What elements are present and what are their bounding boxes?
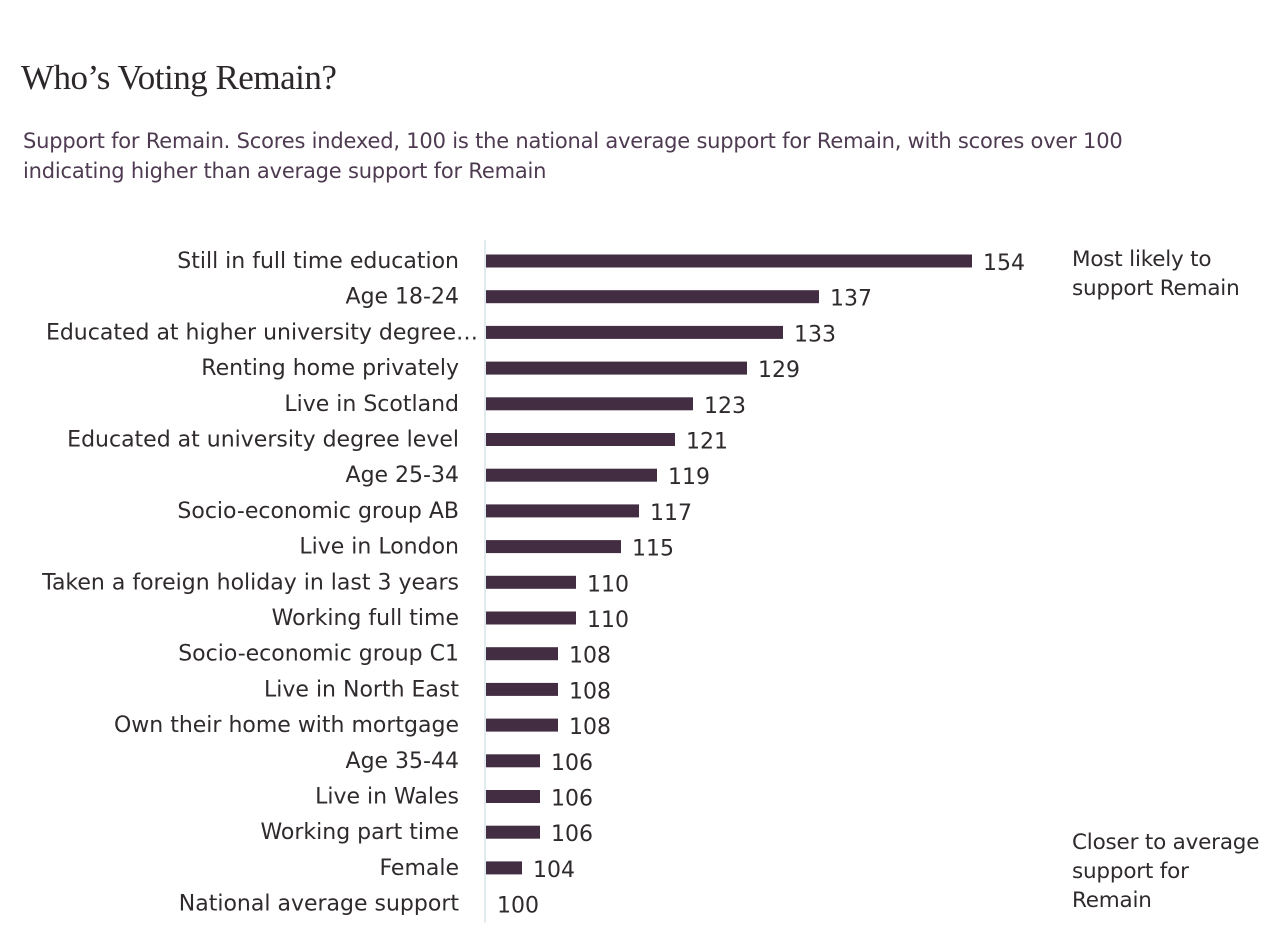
value-label: 121 — [686, 430, 728, 455]
value-label: 106 — [551, 751, 593, 776]
value-label: 100 — [497, 894, 539, 919]
chart-title: Who’s Voting Remain? — [21, 58, 337, 97]
bar — [486, 647, 558, 661]
value-label: 119 — [668, 465, 710, 490]
category-label: Still in full time education — [177, 249, 459, 274]
note-most-likely: Most likely to support Remain — [1072, 247, 1240, 301]
bar — [486, 575, 576, 589]
bar — [486, 718, 558, 732]
category-label: Own their home with mortgage — [114, 713, 459, 738]
value-label: 108 — [569, 715, 611, 740]
value-label: 123 — [704, 394, 746, 419]
value-label: 117 — [650, 501, 692, 526]
category-label: Renting home privately — [201, 356, 459, 381]
category-label: Taken a foreign holiday in last 3 years — [41, 570, 459, 595]
category-label: Socio-economic group AB — [177, 499, 459, 524]
category-label: Working part time — [260, 820, 459, 845]
bar — [486, 290, 819, 304]
bar — [486, 540, 621, 554]
value-label: 137 — [830, 287, 872, 312]
value-label: 110 — [587, 608, 629, 633]
bar — [486, 861, 522, 875]
value-label: 108 — [569, 679, 611, 704]
value-label: 133 — [794, 322, 836, 347]
bar — [486, 361, 747, 375]
bar — [486, 504, 639, 518]
bar — [486, 611, 576, 625]
category-label: Live in Wales — [315, 785, 459, 810]
bar — [486, 468, 657, 482]
value-label: 104 — [533, 858, 575, 883]
bar — [486, 790, 540, 803]
category-label: Live in London — [299, 535, 459, 560]
value-label: 115 — [632, 537, 674, 562]
category-label: Socio-economic group C1 — [178, 642, 459, 667]
bar — [486, 825, 540, 839]
bar — [486, 254, 972, 268]
bar — [486, 325, 783, 339]
category-label: Educated at higher university degree… — [46, 320, 478, 345]
value-label: 129 — [758, 358, 800, 383]
category-label: Live in North East — [264, 677, 459, 702]
value-label: 106 — [551, 787, 593, 812]
value-label: 110 — [587, 572, 629, 597]
value-label: 154 — [983, 251, 1025, 276]
note-closer-to-average: Closer to average support for Remain — [1072, 830, 1260, 913]
category-label: Working full time — [272, 606, 459, 631]
bar — [486, 433, 675, 446]
bar — [486, 682, 558, 696]
category-label: Live in Scotland — [284, 392, 459, 417]
category-label: Age 25-34 — [346, 463, 459, 488]
chart-subtitle: Support for Remain. Scores indexed, 100 … — [23, 129, 1123, 183]
category-label: Female — [379, 856, 459, 881]
bar — [486, 754, 540, 768]
category-label: Educated at university degree level — [67, 428, 459, 453]
category-label: Age 18-24 — [346, 285, 459, 310]
value-label: 106 — [551, 822, 593, 847]
value-label: 108 — [569, 644, 611, 669]
bar-chart: Still in full time education 154 Age 18-24… — [41, 240, 1025, 923]
bar — [486, 397, 693, 411]
category-label: Age 35-44 — [346, 749, 459, 774]
category-label: National average support — [179, 892, 460, 917]
